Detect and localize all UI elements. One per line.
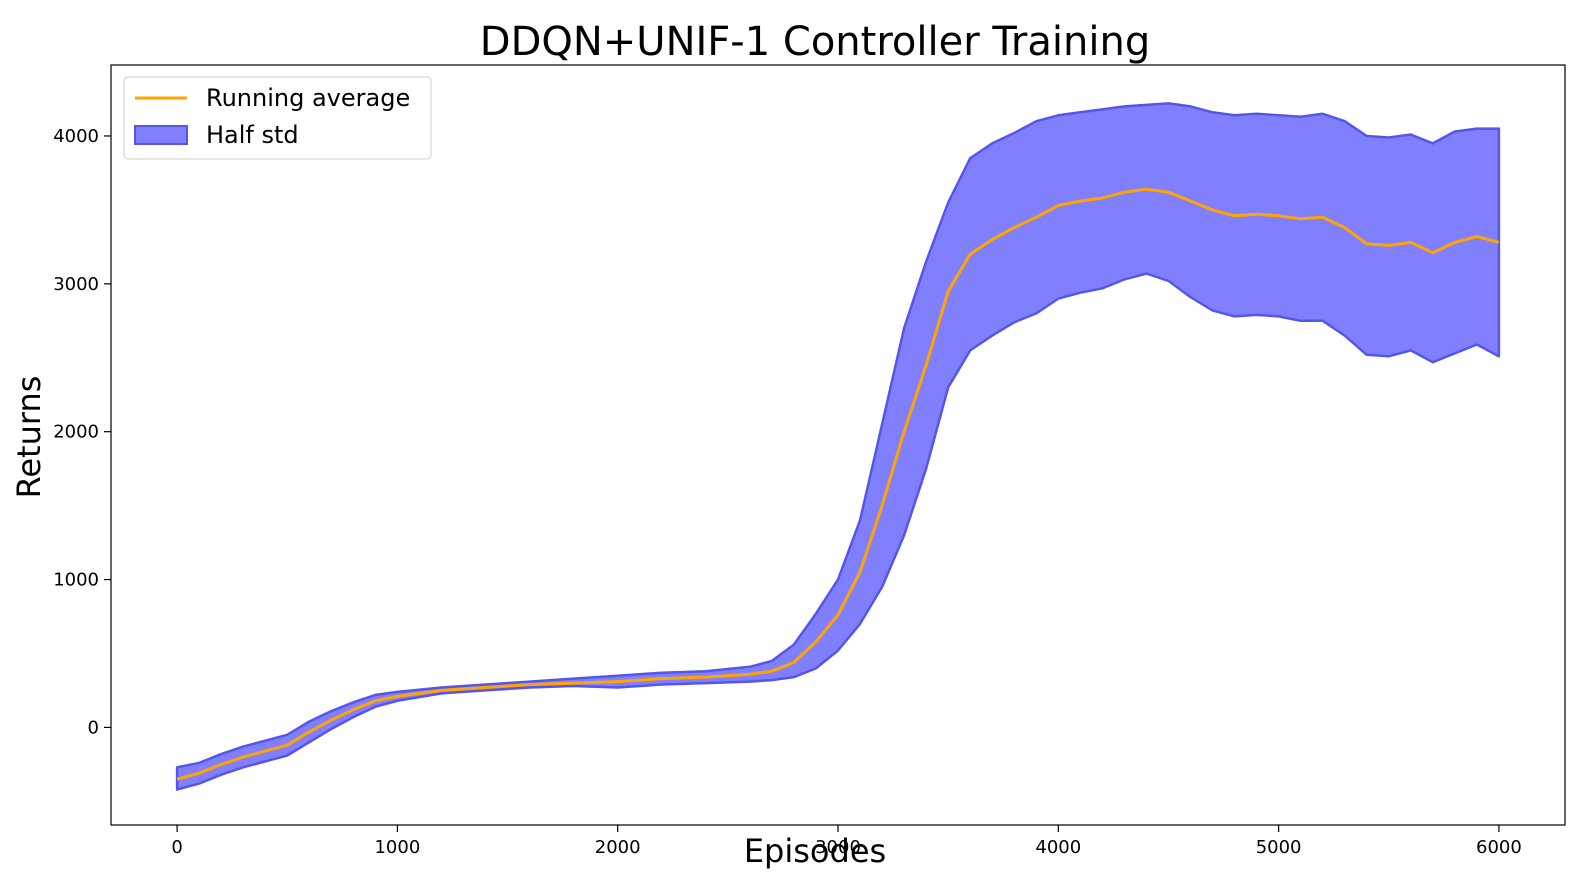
plot-frame — [110, 64, 1566, 826]
legend-swatch-half-std — [134, 125, 188, 145]
legend-box — [123, 76, 432, 160]
half-std-band — [175, 102, 1501, 791]
x-tick-label: 5000 — [1256, 837, 1302, 858]
x-tick-label: 2000 — [595, 837, 641, 858]
x-tick-label: 0 — [171, 837, 182, 858]
legend-label-running-average: Running average — [206, 84, 410, 112]
y-tick-label: 3000 — [53, 274, 99, 295]
x-tick-label: 4000 — [1035, 837, 1081, 858]
y-tick-label: 2000 — [53, 422, 99, 443]
x-tick-label: 1000 — [374, 837, 420, 858]
y-tick-label: 1000 — [53, 570, 99, 591]
running-average-line — [176, 187, 1500, 781]
plot-area — [175, 102, 1501, 791]
y-tick-label: 0 — [88, 717, 99, 738]
x-tick-label: 3000 — [815, 837, 861, 858]
legend-label-half-std: Half std — [206, 121, 299, 149]
chart-title: DDQN+UNIF-1 Controller Training — [480, 19, 1150, 65]
x-tick-label: 6000 — [1476, 837, 1522, 858]
legend: Running average Half std — [123, 76, 432, 160]
y-axis-label: Returns — [10, 376, 48, 499]
y-axis-ticks: 0 1000 2000 3000 4000 — [53, 126, 111, 738]
x-axis-label: Episodes — [744, 832, 886, 870]
y-tick-label: 4000 — [53, 126, 99, 147]
x-axis-ticks: 0 1000 2000 3000 4000 5000 6000 — [171, 825, 1522, 858]
